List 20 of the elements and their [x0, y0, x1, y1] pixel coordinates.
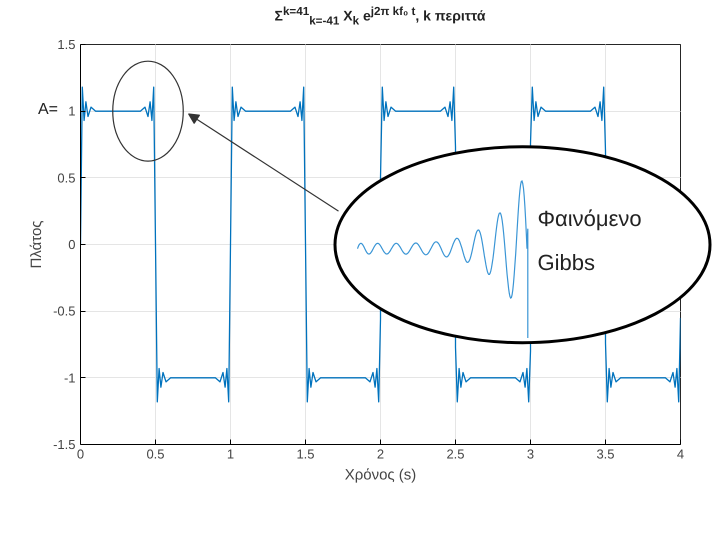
x-axis-title: Χρόνος (s): [344, 466, 416, 484]
x-tick-label: 1.5: [296, 446, 315, 462]
y-tick-label: 0: [68, 237, 76, 252]
y-tick-label: 1.5: [57, 37, 76, 52]
chart-title: Σ$^{k=41}$$_{k=-41}$ X$_{k}$ e$^{j2π kf₀ t}$, k περιττά: [274, 4, 486, 30]
y-tick-label: -0.5: [53, 304, 76, 319]
x-tick-label: 3: [526, 446, 534, 462]
y-axis-title: Πλάτος: [28, 220, 46, 269]
x-tick-label: 1: [226, 446, 234, 462]
y-tick-label: -1.5: [53, 437, 76, 452]
x-tick-label: 2.5: [446, 446, 465, 462]
x-tick-label: 0.5: [146, 446, 165, 462]
x-tick-label: 2: [376, 446, 384, 462]
y-tick-label: -1: [64, 370, 76, 386]
x-tick-label: 3.5: [596, 446, 615, 462]
x-tick-label: 4: [676, 446, 684, 462]
text: A=: [38, 100, 58, 118]
annotation: Φαινόμενο Gibbs: [538, 206, 642, 275]
y-tick-label: 0.5: [57, 170, 76, 186]
y-tick-label: 1: [68, 104, 76, 119]
